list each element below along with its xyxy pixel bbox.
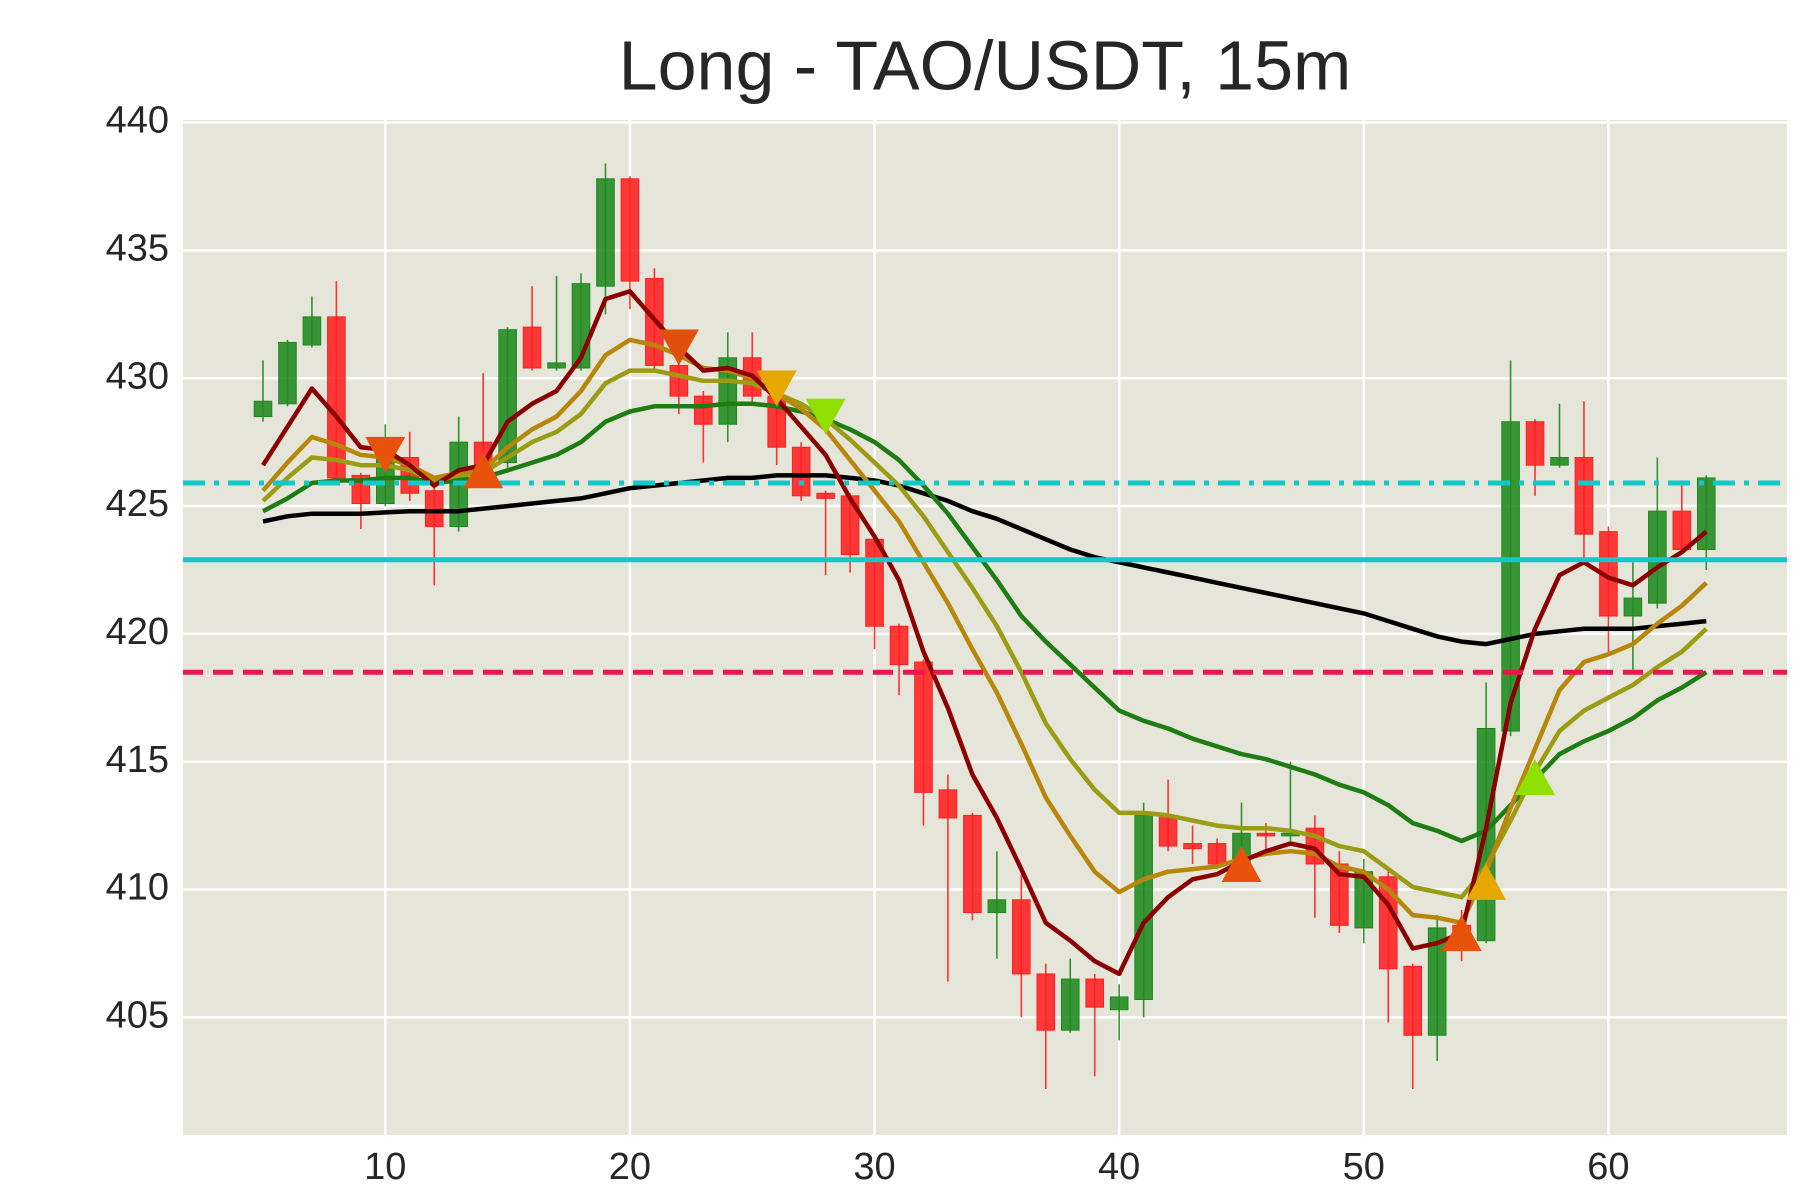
signal-marker: [1441, 915, 1482, 952]
candle-body: [253, 400, 273, 418]
moving-average-line: [261, 289, 1708, 977]
candle-body: [816, 492, 835, 499]
x-tick-label: 20: [609, 1146, 651, 1188]
candle-body: [791, 446, 811, 497]
x-tick-label: 50: [1343, 1146, 1385, 1188]
x-tick-label: 10: [364, 1146, 406, 1188]
x-tick-label: 30: [853, 1146, 895, 1188]
candle-body: [620, 178, 640, 282]
candle-body: [938, 789, 958, 819]
candle-body: [1403, 965, 1423, 1036]
signal-marker: [463, 452, 504, 489]
x-tick-label: 60: [1587, 1146, 1629, 1188]
candle-body: [547, 362, 566, 369]
candle-body: [522, 326, 542, 369]
y-tick-label: 430: [106, 355, 169, 397]
y-tick-label: 405: [106, 994, 169, 1036]
moving-average-line: [262, 473, 1707, 647]
y-tick-label: 425: [106, 483, 169, 525]
y-tick-label: 420: [106, 611, 169, 653]
signal-marker: [365, 436, 406, 473]
candle-body: [1134, 814, 1153, 1000]
candle-body: [278, 341, 297, 405]
candle-body: [718, 357, 738, 425]
signal-marker: [1515, 759, 1556, 796]
candle-body: [1109, 996, 1129, 1011]
candle-body: [1256, 832, 1276, 837]
candle-body: [1525, 421, 1545, 466]
candle-body: [1036, 973, 1056, 1031]
candle-body: [1060, 978, 1080, 1031]
candle-body: [694, 395, 713, 425]
y-tick-label: 415: [106, 739, 169, 781]
candle-body: [596, 178, 615, 287]
candle-body: [889, 625, 909, 666]
candle-body: [1158, 814, 1178, 847]
signal-marker: [658, 329, 699, 366]
signal-marker: [756, 370, 797, 407]
y-tick-label: 440: [106, 100, 169, 142]
candle-body: [1550, 456, 1569, 466]
candle-body: [1501, 421, 1520, 732]
moving-average-line: [261, 368, 1708, 900]
candle-body: [987, 899, 1007, 914]
candle-body: [1696, 477, 1716, 551]
candle-body: [1648, 510, 1667, 604]
candle-body: [1085, 978, 1105, 1008]
candle-body: [1183, 843, 1202, 850]
chart-title: Long - TAO/USDT, 15m: [619, 26, 1352, 104]
y-tick-label: 435: [106, 227, 169, 269]
candle-body: [424, 490, 444, 528]
moving-average-line: [261, 401, 1708, 844]
candle-body: [1207, 843, 1227, 865]
candle-body: [963, 814, 982, 914]
candle-body: [865, 538, 884, 627]
candle-body: [327, 316, 346, 479]
signal-marker: [1221, 845, 1262, 882]
x-tick-label: 40: [1098, 1146, 1140, 1188]
candle-body: [914, 661, 933, 793]
candle-body: [1012, 899, 1031, 975]
candle-body: [302, 316, 322, 346]
candle-body: [1427, 927, 1447, 1036]
candle-body: [1574, 456, 1594, 535]
y-tick-label: 410: [106, 867, 169, 909]
plot-area: [183, 120, 1787, 1135]
signal-marker: [1466, 863, 1507, 900]
candle-body: [1672, 510, 1692, 551]
signal-marker: [805, 398, 846, 435]
candle-body: [669, 364, 689, 397]
candle-body: [1623, 597, 1643, 617]
